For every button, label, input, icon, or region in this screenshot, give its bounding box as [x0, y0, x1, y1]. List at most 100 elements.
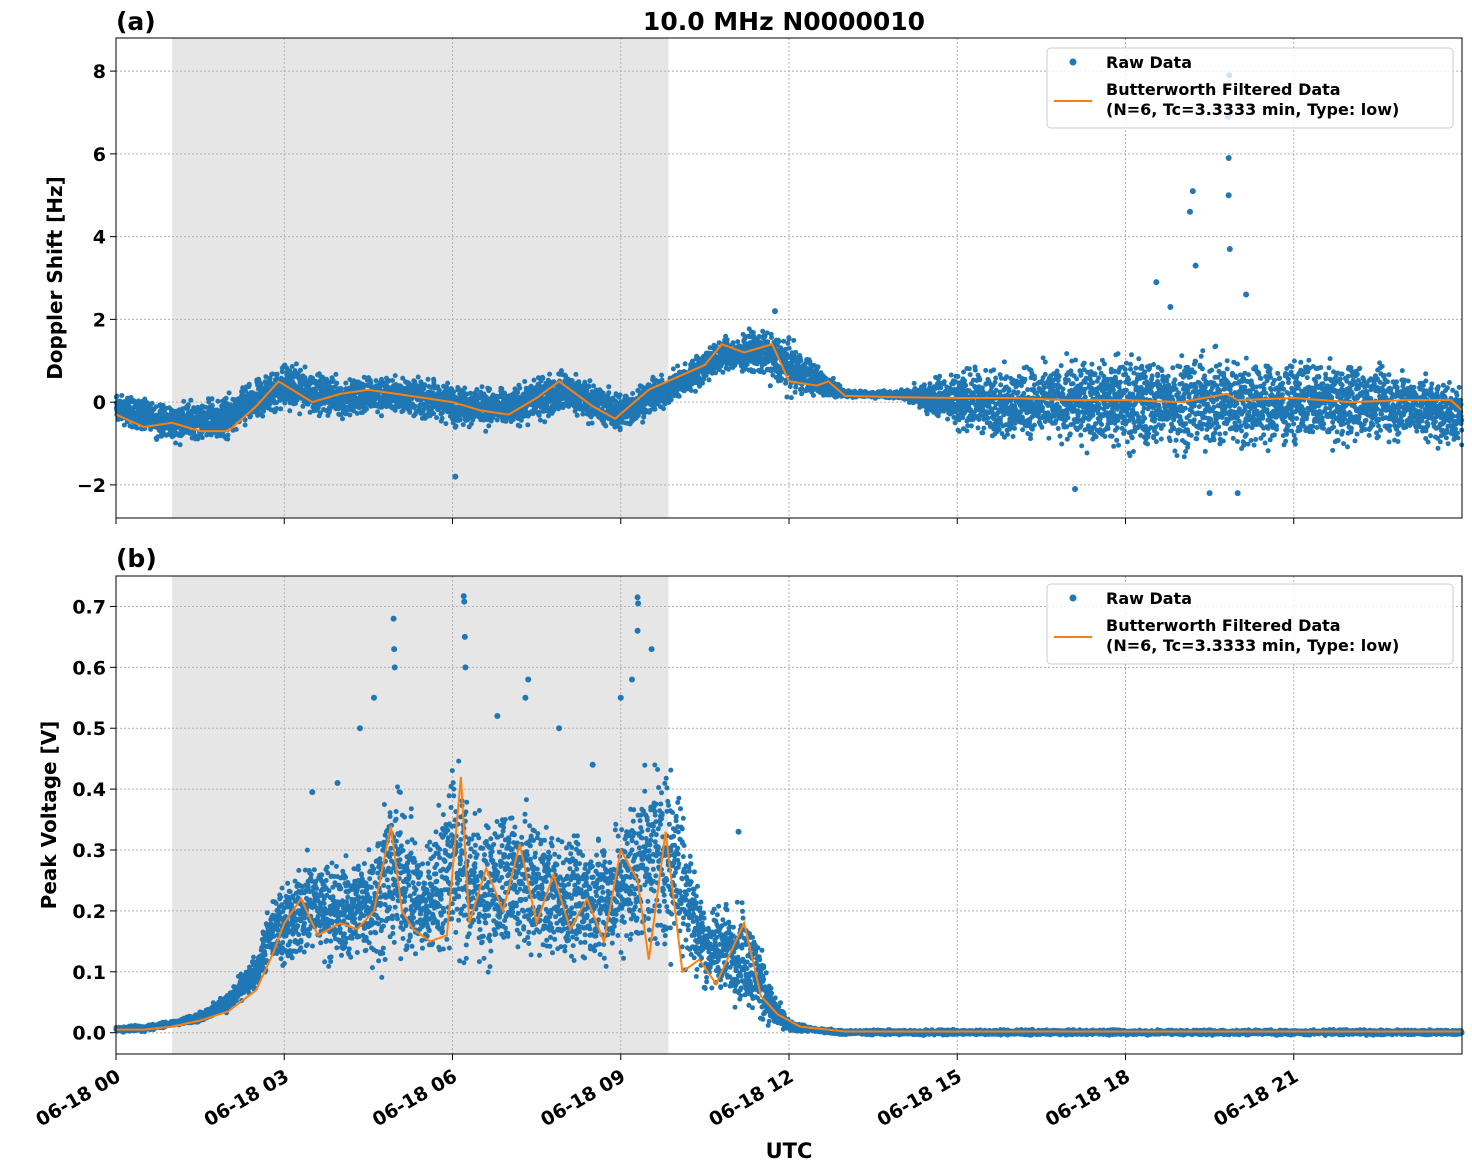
- raw-data-point: [968, 423, 974, 429]
- raw-data-point: [177, 442, 183, 448]
- raw-data-point: [457, 416, 463, 422]
- raw-data-point: [340, 416, 345, 422]
- raw-data-point: [242, 422, 248, 428]
- raw-data-point: [522, 379, 528, 384]
- raw-data-point: [298, 367, 303, 373]
- raw-data-point: [617, 392, 623, 398]
- raw-data-point: [945, 416, 951, 422]
- raw-data-point: [287, 408, 293, 414]
- raw-data-point: [338, 386, 344, 392]
- raw-data-point: [149, 400, 155, 406]
- raw-data-point: [640, 419, 646, 425]
- raw-data-point: [297, 411, 303, 417]
- raw-data-point: [786, 345, 792, 351]
- raw-data-point: [921, 382, 927, 388]
- raw-data-point: [587, 378, 593, 384]
- raw-data-point: [487, 386, 493, 392]
- raw-data-point: [379, 413, 384, 419]
- raw-data-point: [792, 389, 798, 395]
- raw-data-point: [730, 340, 736, 346]
- raw-data-point: [760, 328, 766, 334]
- raw-data-point: [784, 394, 790, 400]
- raw-data-point: [494, 417, 500, 423]
- raw-data-point: [927, 381, 933, 387]
- raw-data-point: [938, 385, 944, 391]
- raw-data-point: [223, 395, 229, 401]
- raw-data-point: [445, 380, 451, 386]
- raw-data-point: [486, 423, 492, 429]
- raw-data-point: [188, 397, 194, 403]
- raw-data-point: [209, 396, 215, 402]
- raw-data-point: [706, 377, 712, 383]
- raw-data-point: [966, 366, 972, 372]
- raw-data-point: [302, 364, 308, 370]
- raw-data-point: [670, 366, 676, 372]
- raw-data-point: [300, 403, 306, 409]
- raw-data-point: [767, 383, 773, 389]
- raw-data-point: [582, 379, 588, 385]
- raw-data-point: [948, 372, 954, 378]
- raw-data-point: [776, 338, 782, 344]
- raw-data-point: [569, 378, 575, 384]
- raw-data-point: [676, 393, 682, 399]
- raw-data-point: [786, 336, 792, 342]
- raw-data-point: [531, 377, 537, 383]
- raw-data-point: [751, 369, 757, 375]
- raw-data-point: [955, 374, 961, 379]
- raw-data-point: [603, 423, 609, 429]
- raw-data-point: [343, 380, 349, 386]
- raw-data-point: [293, 361, 299, 367]
- raw-data-point: [735, 339, 741, 345]
- raw-data-point: [589, 420, 595, 426]
- raw-data-point: [248, 413, 254, 419]
- raw-data-point: [963, 383, 969, 388]
- raw-data-point: [278, 406, 284, 412]
- raw-data-point: [964, 428, 970, 434]
- raw-data-point: [302, 375, 308, 381]
- raw-data-point: [173, 440, 179, 446]
- raw-data-point: [121, 422, 127, 428]
- raw-data-point: [661, 406, 666, 412]
- raw-data-point: [153, 404, 159, 410]
- raw-data-point: [407, 409, 413, 415]
- raw-data-point: [260, 413, 266, 419]
- raw-data-point: [911, 380, 917, 386]
- raw-data-point: [630, 391, 636, 396]
- raw-data-point: [431, 411, 437, 417]
- raw-data-point: [606, 384, 612, 390]
- raw-data-point: [274, 371, 280, 377]
- raw-data-point: [225, 432, 231, 438]
- raw-data-point: [675, 363, 681, 369]
- raw-data-point: [688, 388, 694, 393]
- raw-data-point: [941, 379, 947, 385]
- raw-data-point: [606, 390, 612, 396]
- raw-data-point: [811, 392, 816, 398]
- raw-data-point: [415, 374, 421, 380]
- raw-data-point: [134, 425, 140, 431]
- raw-data-point: [364, 406, 369, 412]
- raw-data-point: [233, 426, 239, 432]
- raw-data-point: [334, 380, 340, 386]
- raw-data-point: [390, 378, 395, 383]
- raw-data-point: [830, 375, 836, 381]
- plot-area-a: [113, 72, 1465, 497]
- raw-data-point: [937, 373, 943, 379]
- raw-data-point: [537, 417, 543, 423]
- raw-data-point: [967, 372, 973, 378]
- raw-data-point: [439, 415, 445, 421]
- raw-data-point: [434, 415, 440, 421]
- raw-data-point: [199, 435, 205, 441]
- raw-data-point: [682, 361, 688, 367]
- raw-data-point: [368, 380, 374, 386]
- raw-data-point: [586, 384, 592, 390]
- raw-data-point: [453, 423, 459, 429]
- raw-data-point: [540, 375, 546, 381]
- raw-data-point: [542, 419, 548, 425]
- raw-data-point: [573, 371, 579, 377]
- raw-data-point: [215, 398, 221, 404]
- raw-data-point: [956, 428, 962, 434]
- raw-data-point: [479, 384, 485, 390]
- shaded-region-rect-a: [172, 38, 669, 518]
